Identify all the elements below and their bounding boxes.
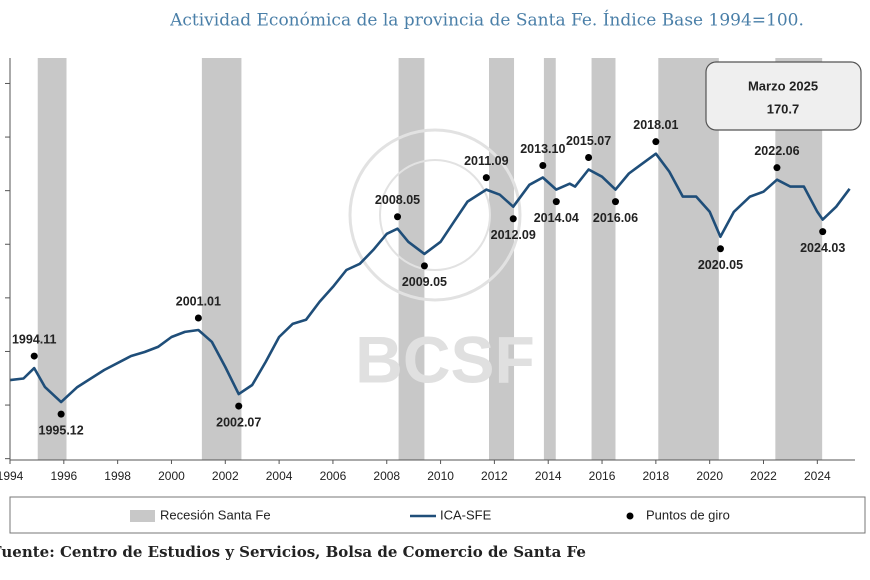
x-tick-label: 2018 xyxy=(643,469,670,483)
legend-label: Puntos de giro xyxy=(646,507,730,522)
turning-point-label: 2012.09 xyxy=(491,228,536,242)
turning-point-label: 2009.05 xyxy=(402,275,447,289)
turning-point xyxy=(552,198,560,206)
turning-point-label: 2014.04 xyxy=(534,211,579,225)
recession-band xyxy=(201,58,242,460)
turning-point-label: 2013.10 xyxy=(520,142,565,156)
turning-point-label: 2022.06 xyxy=(754,144,799,158)
turning-point-label: 2015.07 xyxy=(566,134,611,148)
turning-point xyxy=(482,174,490,182)
watermark-group: BCSF xyxy=(348,128,535,396)
turning-point xyxy=(57,410,65,418)
x-tick-label: 2008 xyxy=(373,469,400,483)
legend-swatch xyxy=(626,512,634,520)
turning-point xyxy=(420,262,428,270)
recession-band xyxy=(591,58,616,460)
recession-bands xyxy=(37,58,823,460)
turning-point xyxy=(394,213,402,221)
turning-point-label: 2018.01 xyxy=(633,118,678,132)
x-tick-label: 2000 xyxy=(158,469,185,483)
turning-point-label: 2002.07 xyxy=(216,415,261,429)
annotation-box xyxy=(705,61,862,131)
x-tick-label: 2010 xyxy=(427,469,454,483)
x-tick-label: 2006 xyxy=(320,469,347,483)
x-tick-label: 2002 xyxy=(212,469,239,483)
turning-point xyxy=(235,402,243,410)
legend-swatch xyxy=(130,510,155,522)
data-line xyxy=(9,152,851,404)
annotation-title: Marzo 2025 xyxy=(748,78,818,93)
turning-point xyxy=(652,138,660,146)
turning-point xyxy=(773,164,781,172)
x-tick-label: 1998 xyxy=(104,469,131,483)
x-tick-label: 1996 xyxy=(50,469,77,483)
x-tick-label: 2004 xyxy=(266,469,293,483)
turning-point xyxy=(194,314,202,322)
x-tick-label: 2012 xyxy=(481,469,508,483)
recession-band xyxy=(543,58,556,460)
turning-point xyxy=(539,162,547,170)
chart-title: Actividad Económica de la provincia de S… xyxy=(169,10,804,31)
annotation-value: 170.7 xyxy=(767,101,800,116)
x-tick-label: 1994 xyxy=(0,469,24,483)
legend-label: ICA-SFE xyxy=(440,507,492,522)
watermark: BCSF xyxy=(355,322,535,396)
legend-box xyxy=(9,496,866,534)
x-tick-label: 2024 xyxy=(804,469,831,483)
turning-point xyxy=(819,228,827,236)
turning-point xyxy=(611,198,619,206)
turning-point-label: 2020.05 xyxy=(698,258,743,272)
turning-point-label: 2024.03 xyxy=(800,241,845,255)
plot-area: 1994 1996 1998 2000 2002 2004 2006 2008 2010 2012… xyxy=(0,82,851,483)
turning-point xyxy=(585,153,593,161)
turning-point xyxy=(509,215,517,223)
x-tick-label: 2020 xyxy=(696,469,723,483)
x-tick-label: 2022 xyxy=(750,469,777,483)
turning-point-label: 2011.09 xyxy=(464,154,509,168)
watermark-seal xyxy=(379,159,491,271)
turning-point-label: 2016.06 xyxy=(593,211,638,225)
watermark-seal xyxy=(348,128,522,302)
turning-point-label: 1994.11 xyxy=(12,332,57,346)
source-note: Fuente: Centro de Estudios y Servicios, … xyxy=(0,543,586,561)
recession-band xyxy=(489,58,515,460)
turning-point xyxy=(30,352,38,360)
x-tick-label: 2014 xyxy=(535,469,562,483)
turning-point-label: 1995.12 xyxy=(39,423,84,437)
legend-label: Recesión Santa Fe xyxy=(160,507,271,522)
turning-point-label: 2008.05 xyxy=(375,193,420,207)
x-tick-label: 2016 xyxy=(589,469,616,483)
turning-point xyxy=(716,245,724,253)
turning-point-label: 2001.01 xyxy=(176,294,221,308)
